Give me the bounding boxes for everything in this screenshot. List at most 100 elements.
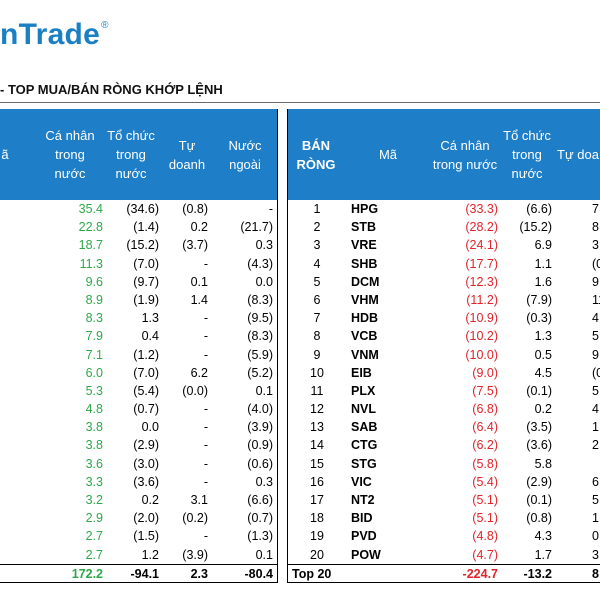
cell-institution: (2.0): [133, 511, 159, 526]
cell-proprietary: 7: [592, 202, 599, 216]
table-row: 8 VCB (10.2) 1.3 5: [287, 327, 600, 345]
cell-individual: 8.9: [85, 292, 103, 307]
total-proprietary: 8: [592, 567, 599, 581]
cell-institution: (3.6): [133, 474, 159, 489]
cell-institution: 1.7: [534, 547, 552, 562]
table-row: 3.8 0.0 - (3.9): [0, 418, 277, 436]
cell-proprietary: 9: [592, 274, 599, 289]
cell-individual: 2.9: [85, 511, 103, 526]
cell-individual: (10.9): [465, 311, 498, 326]
table-row: 7.9 0.4 - (8.3): [0, 327, 277, 345]
cell-ma: STB: [351, 220, 376, 235]
cell-foreign: (9.5): [247, 311, 273, 326]
cell-institution: 0.5: [534, 347, 552, 362]
cell-ma: NVL: [351, 402, 376, 417]
cell-foreign: (1.3): [247, 529, 273, 544]
table-row: 14 CTG (6.2) (3.6) 2: [287, 436, 600, 454]
total-foreign: -80.4: [244, 567, 274, 581]
cell-proprietary: (0.8): [182, 202, 208, 216]
cell-foreign: 0.1: [255, 383, 273, 398]
cell-institution: (3.5): [526, 420, 552, 435]
cell-individual: (17.7): [465, 256, 498, 271]
header-institution: Tổ chức trong nước: [503, 128, 551, 181]
header-foreign: Nước ngoài: [228, 137, 262, 172]
cell-rank: 12: [310, 402, 324, 417]
sell-table-header: BÁN RÒNG Mã Cá nhân trong nước Tổ chức t…: [287, 109, 600, 200]
cell-institution: (1.2): [133, 347, 159, 362]
cell-rank: 6: [313, 292, 321, 307]
table-row: 18.7 (15.2) (3.7) 0.3: [0, 236, 277, 254]
cell-ma: NT2: [351, 493, 375, 507]
cell-institution: (1.5): [133, 529, 159, 544]
cell-institution: (2.9): [526, 474, 552, 489]
cell-individual: (10.2): [465, 329, 498, 344]
cell-proprietary: 5: [592, 493, 599, 507]
cell-foreign: 0.0: [255, 274, 273, 289]
cell-institution: 0.2: [141, 493, 159, 507]
cell-proprietary: 2: [592, 438, 599, 453]
cell-foreign: (0.7): [247, 511, 273, 526]
cell-institution: (15.2): [519, 220, 552, 235]
table-row: 3.2 0.2 3.1 (6.6): [0, 491, 277, 509]
sell-total-row: Top 20 -224.7 -13.2 8: [287, 564, 600, 583]
cell-foreign: (21.7): [240, 220, 273, 235]
cell-ma: VNM: [351, 347, 379, 362]
table-row: 22.8 (1.4) 0.2 (21.7): [0, 218, 277, 236]
cell-individual: 3.3: [85, 474, 103, 489]
cell-institution: 0.4: [141, 329, 159, 344]
cell-institution: (7.0): [133, 365, 159, 380]
cell-institution: (0.1): [526, 493, 552, 507]
cell-institution: 1.3: [534, 329, 552, 344]
cell-proprietary: (0: [592, 365, 600, 380]
cell-individual: 7.1: [85, 347, 103, 362]
cell-individual: (7.5): [472, 383, 498, 398]
cell-institution: 1.3: [141, 311, 159, 326]
cell-proprietary: -: [203, 402, 208, 417]
sell-table-left-border: [287, 109, 288, 583]
table-row: 4 SHB (17.7) 1.1 (0: [287, 255, 600, 273]
cell-individual: 4.8: [85, 402, 103, 417]
cell-foreign: 0.3: [255, 474, 273, 489]
cell-rank: 17: [310, 493, 324, 507]
cell-proprietary: -: [203, 256, 208, 271]
cell-proprietary: 4: [592, 311, 599, 326]
table-row: 7 HDB (10.9) (0.3) 4: [287, 309, 600, 327]
cell-rank: 7: [313, 311, 321, 326]
cell-ma: PVD: [351, 529, 377, 544]
cell-institution: 1.6: [534, 274, 552, 289]
cell-ma: BID: [351, 511, 373, 526]
logo-text: nTrade: [0, 18, 101, 51]
header-ma: ã: [1, 147, 9, 162]
total-proprietary: 2.3: [190, 567, 208, 581]
table-row: 2.7 (1.5) - (1.3): [0, 527, 277, 545]
cell-institution: (9.7): [133, 274, 159, 289]
cell-rank: 2: [313, 220, 321, 235]
cell-proprietary: 0.2: [190, 220, 208, 235]
cell-proprietary: 6: [592, 474, 599, 489]
cell-institution: (0.3): [526, 311, 552, 326]
cell-rank: 13: [310, 420, 324, 435]
table-row: 2 STB (28.2) (15.2) 8: [287, 218, 600, 236]
table-row: 3.3 (3.6) - 0.3: [0, 473, 277, 491]
page-title: - TOP MUA/BÁN RÒNG KHỚP LỆNH: [0, 82, 223, 97]
cell-rank: 9: [313, 347, 321, 362]
cell-proprietary: (0: [592, 256, 600, 271]
table-row: 10 EIB (9.0) 4.5 (0: [287, 364, 600, 382]
cell-ma: SAB: [351, 420, 378, 435]
cell-ma: HDB: [351, 311, 379, 326]
cell-proprietary: 9: [592, 347, 599, 362]
table-row: 2.7 1.2 (3.9) 0.1: [0, 546, 277, 564]
cell-proprietary: 1.4: [190, 292, 208, 307]
cell-ma: EIB: [351, 365, 372, 380]
cell-institution: (5.4): [133, 383, 159, 398]
cell-individual: 3.8: [85, 438, 103, 453]
cell-institution: 0.0: [141, 420, 159, 435]
cell-institution: (7.9): [526, 292, 552, 307]
cell-individual: 5.3: [85, 383, 103, 398]
table-row: 11 PLX (7.5) (0.1) 5: [287, 382, 600, 400]
header-rank: BÁN RÒNG: [296, 137, 336, 172]
cell-foreign: (0.6): [247, 456, 273, 471]
cell-proprietary: 3: [592, 238, 599, 253]
cell-individual: (4.8): [472, 529, 498, 544]
cell-ma: STG: [351, 456, 377, 471]
